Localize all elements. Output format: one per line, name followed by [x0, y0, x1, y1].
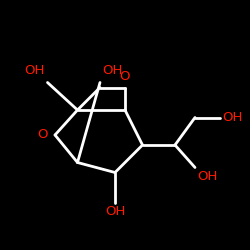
Text: O: O	[120, 70, 130, 82]
Text: OH: OH	[102, 64, 123, 78]
Text: OH: OH	[198, 170, 218, 183]
Text: OH: OH	[24, 64, 45, 78]
Text: OH: OH	[222, 111, 243, 124]
Text: O: O	[37, 128, 48, 141]
Text: OH: OH	[105, 205, 125, 218]
